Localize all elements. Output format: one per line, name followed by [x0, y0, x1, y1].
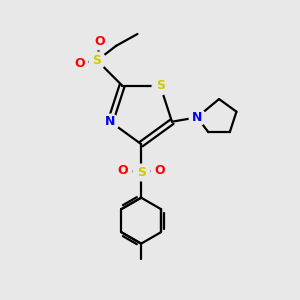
- Text: O: O: [154, 164, 165, 177]
- Text: O: O: [74, 57, 85, 70]
- Text: O: O: [95, 35, 105, 48]
- Text: S: S: [137, 166, 146, 178]
- Text: S: S: [93, 54, 102, 67]
- Text: N: N: [105, 115, 116, 128]
- Text: S: S: [156, 79, 165, 92]
- Text: O: O: [118, 164, 128, 177]
- Text: N: N: [192, 111, 202, 124]
